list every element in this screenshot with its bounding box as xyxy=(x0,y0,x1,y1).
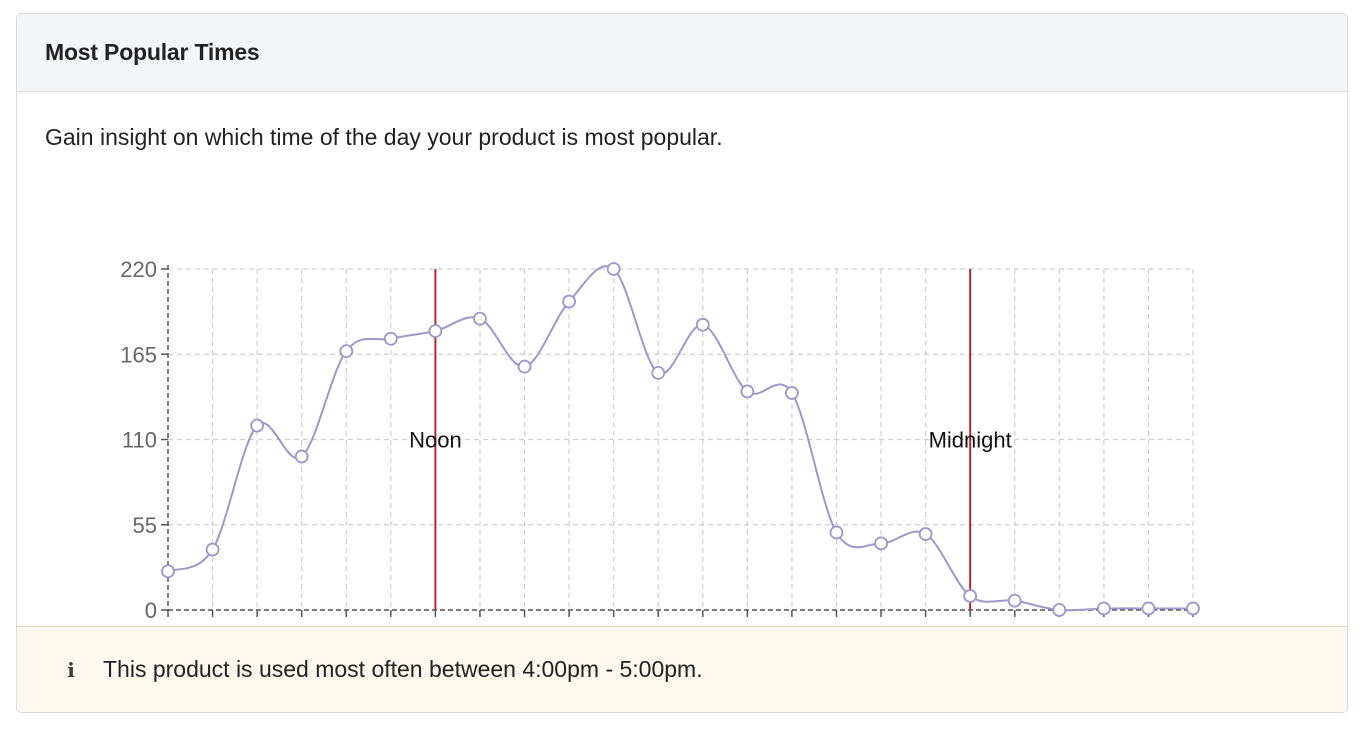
x-tick-label: 1 xyxy=(1009,624,1021,626)
popular-times-chart: 0551101652206789101112123456789101112123… xyxy=(17,92,1347,626)
x-tick-label: 3 xyxy=(563,624,575,626)
data-point xyxy=(874,536,888,551)
x-tick-label: 1 xyxy=(474,624,486,626)
marker-label: Noon xyxy=(409,428,462,453)
x-tick-label: 7 xyxy=(741,624,753,626)
data-point xyxy=(829,525,844,540)
data-point xyxy=(517,359,532,374)
x-tick-label: 2 xyxy=(518,624,530,626)
panel-body: Gain insight on which time of the day yo… xyxy=(17,92,1347,626)
chart-svg: 0551101652206789101112123456789101112123… xyxy=(120,257,1200,626)
data-point xyxy=(1096,601,1111,616)
panel-header: Most Popular Times xyxy=(17,14,1347,92)
panel-description: Gain insight on which time of the day yo… xyxy=(45,124,723,150)
data-point xyxy=(473,311,487,326)
data-point xyxy=(1186,601,1200,616)
x-tick-label: 3 xyxy=(1098,624,1110,626)
x-tick-label: 4 xyxy=(1142,624,1154,626)
data-point xyxy=(963,589,978,603)
data-point xyxy=(205,542,220,557)
axis-layer: 0551101652206789101112123456789101112123… xyxy=(120,257,1199,626)
x-tick-label: 10 xyxy=(334,624,358,626)
x-tick-label: 12 xyxy=(958,624,982,626)
data-point xyxy=(562,294,576,309)
x-tick-label: 2 xyxy=(1053,624,1065,626)
data-point xyxy=(606,262,621,276)
panel-footer: i This product is used most often betwee… xyxy=(17,626,1347,712)
x-tick-label: 5 xyxy=(652,624,664,626)
point-layer xyxy=(161,262,1200,617)
footer-text: This product is used most often between … xyxy=(103,656,703,682)
marker-label: Midnight xyxy=(929,428,1012,453)
x-tick-label: 6 xyxy=(162,624,174,626)
x-tick-label: 4 xyxy=(608,624,620,626)
data-point xyxy=(1052,603,1067,617)
y-tick-label: 55 xyxy=(133,513,157,538)
info-icon: i xyxy=(67,657,75,682)
y-tick-label: 165 xyxy=(120,342,157,367)
data-point xyxy=(695,317,710,332)
grid-layer xyxy=(168,268,1194,610)
data-point xyxy=(428,324,443,338)
data-point xyxy=(383,331,398,346)
x-tick-label: 8 xyxy=(786,624,798,626)
x-tick-label: 12 xyxy=(423,624,447,626)
x-tick-label: 9 xyxy=(830,624,842,626)
x-tick-label: 10 xyxy=(869,624,893,626)
x-tick-label: 5 xyxy=(1187,624,1199,626)
popular-times-panel: Most Popular Times Gain insight on which… xyxy=(16,13,1348,713)
data-point xyxy=(1007,593,1022,608)
y-tick-label: 0 xyxy=(145,598,157,623)
data-point xyxy=(294,449,309,464)
x-tick-label: 11 xyxy=(379,624,402,626)
series-line xyxy=(167,265,1193,612)
x-tick-label: 7 xyxy=(206,624,218,626)
label-layer: Noon Midnight xyxy=(409,428,1012,453)
x-tick-label: 6 xyxy=(697,624,709,626)
x-tick-label: 8 xyxy=(251,624,263,626)
data-point xyxy=(339,344,354,359)
y-tick-label: 220 xyxy=(120,257,157,282)
x-tick-label: 9 xyxy=(296,624,308,626)
panel-title: Most Popular Times xyxy=(45,39,260,65)
data-point xyxy=(1141,601,1156,616)
line-layer xyxy=(167,265,1193,612)
data-point xyxy=(651,365,666,380)
data-point xyxy=(250,418,265,433)
data-point xyxy=(918,527,933,541)
y-tick-label: 110 xyxy=(122,428,157,453)
data-point xyxy=(740,384,755,399)
x-tick-label: 11 xyxy=(914,624,937,626)
data-point xyxy=(785,386,799,400)
data-point xyxy=(161,564,175,579)
